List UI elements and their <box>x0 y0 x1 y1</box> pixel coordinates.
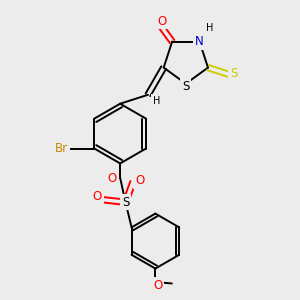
Text: O: O <box>157 15 167 28</box>
Text: N: N <box>195 35 204 48</box>
Text: S: S <box>122 196 129 209</box>
Text: Br: Br <box>55 142 68 155</box>
Text: S: S <box>230 67 238 80</box>
Text: S: S <box>182 80 190 93</box>
Text: O: O <box>153 279 162 292</box>
Text: O: O <box>107 172 116 185</box>
Text: H: H <box>153 96 160 106</box>
Text: O: O <box>93 190 102 203</box>
Text: O: O <box>135 174 144 187</box>
Text: H: H <box>206 22 213 33</box>
